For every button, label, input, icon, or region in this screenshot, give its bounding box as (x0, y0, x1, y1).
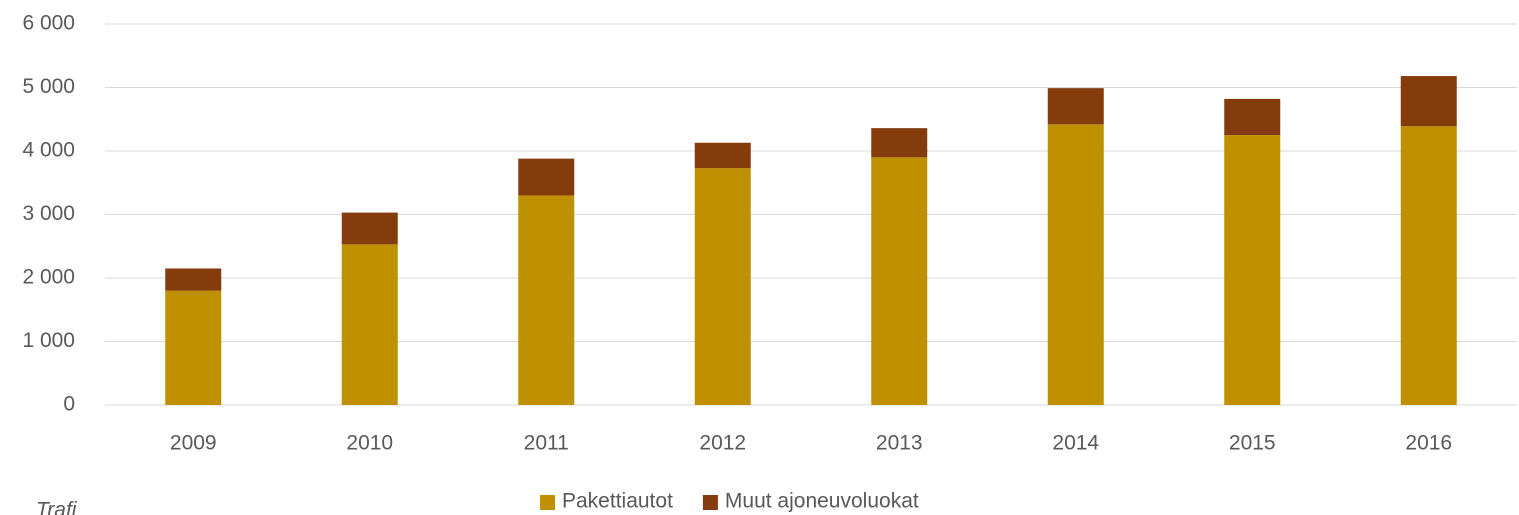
bar-segment (341, 244, 398, 405)
legend-label: Pakettiautot (562, 490, 673, 513)
bar-segment (871, 157, 928, 405)
y-tick-label: 3 000 (22, 202, 75, 225)
bar-segment (1224, 135, 1281, 405)
x-tick-label: 2013 (876, 432, 923, 455)
y-tick-label: 0 (63, 393, 75, 416)
bar-segment (165, 268, 222, 291)
bar-segment (1047, 124, 1104, 405)
x-tick-label: 2012 (699, 432, 746, 455)
bar-segment (1400, 126, 1457, 406)
bar-segment (1400, 76, 1457, 127)
x-tick-label: 2014 (1052, 432, 1099, 455)
x-tick-label: 2011 (524, 432, 569, 455)
bar-segment (518, 158, 575, 196)
source: Trafi (36, 499, 78, 515)
bar-segment (518, 195, 575, 405)
bar-segment (341, 212, 398, 245)
y-tick-label: 1 000 (22, 329, 75, 352)
x-tick-label: 2015 (1229, 432, 1276, 455)
bar-segment (694, 142, 751, 169)
y-tick-label: 4 000 (22, 139, 75, 162)
y-tick-label: 2 000 (22, 266, 75, 289)
y-tick-label: 5 000 (22, 75, 75, 98)
legend-label: Muut ajoneuvoluokat (725, 490, 919, 513)
x-tick-label: 2010 (346, 432, 393, 455)
legend-swatch (702, 495, 718, 510)
bar-segment (165, 290, 222, 405)
bar-segment (1047, 88, 1104, 125)
bar-segment (871, 128, 928, 158)
bar-segment (1224, 98, 1281, 136)
y-tick-label: 6 000 (22, 12, 75, 35)
bar-segment (694, 168, 751, 405)
x-tick-label: 2009 (170, 432, 217, 455)
x-tick-label: 2016 (1405, 432, 1452, 455)
legend-swatch (540, 495, 555, 510)
